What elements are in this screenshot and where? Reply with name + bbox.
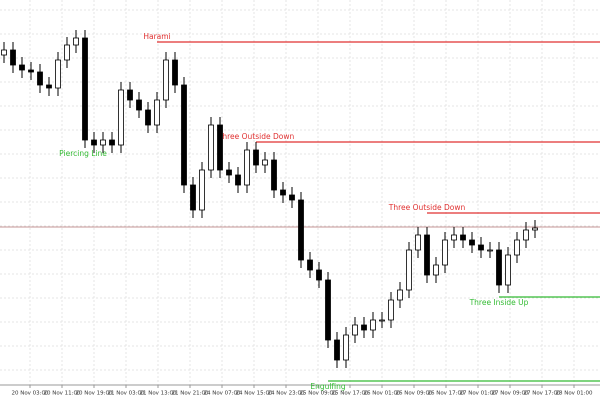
candle-body <box>451 234 457 241</box>
candle-body <box>109 139 115 146</box>
candle-body <box>289 194 295 201</box>
pattern-label: Three Outside Down <box>217 132 295 141</box>
candle-body <box>10 49 16 66</box>
candle-body <box>64 44 70 61</box>
candle-body <box>118 89 124 146</box>
x-tick-label: 20 Nov 19:00 <box>75 391 113 397</box>
candle-body <box>145 109 151 126</box>
candle-body <box>208 124 214 171</box>
candle-body <box>406 249 412 291</box>
candle-body <box>361 324 367 331</box>
x-tick-label: 27 Nov 17:00 <box>523 391 561 397</box>
candle-body <box>316 269 322 281</box>
candle-body <box>91 139 97 146</box>
candle-body <box>181 84 187 186</box>
x-tick-label: 28 Nov 01:00 <box>555 391 593 397</box>
candle-body <box>523 229 529 241</box>
candle-body <box>172 59 178 86</box>
x-tick-label: 25 Nov 17:00 <box>331 391 369 397</box>
x-tick-label: 21 Nov 03:00 <box>107 391 145 397</box>
pattern-label: Three Outside Down <box>388 203 466 212</box>
candle-body <box>532 227 538 231</box>
pattern-label: Harami <box>143 32 170 41</box>
candle-body <box>370 319 376 331</box>
candle-body <box>262 159 268 166</box>
candle-body <box>352 324 358 336</box>
x-tick-label: 21 Nov 13:00 <box>139 391 177 397</box>
candle-body <box>298 199 304 261</box>
candle-body <box>496 249 502 286</box>
candle-body <box>487 249 493 252</box>
candle-body <box>199 169 205 211</box>
candle-body <box>388 299 394 321</box>
candle-body <box>82 37 88 141</box>
candle-body <box>307 259 313 271</box>
x-tick-label: 27 Nov 09:00 <box>491 391 529 397</box>
candle-body <box>28 69 34 73</box>
candle-body <box>379 319 385 322</box>
candle-body <box>460 234 466 241</box>
x-tick-label: 26 Nov 17:00 <box>427 391 465 397</box>
pattern-label: Three Inside Up <box>469 298 529 307</box>
candle-body <box>478 244 484 251</box>
candle-body <box>1 49 7 56</box>
candle-body <box>217 124 223 171</box>
candle-body <box>280 189 286 196</box>
candle-body <box>190 184 196 211</box>
candle-body <box>442 239 448 266</box>
x-tick-label: 20 Nov 03:00 <box>11 391 49 397</box>
candle-body <box>235 174 241 186</box>
candle-body <box>325 279 331 341</box>
x-tick-label: 25 Nov 09:00 <box>299 391 337 397</box>
x-tick-label: 20 Nov 11:00 <box>43 391 81 397</box>
pattern-label: Engulfing <box>310 382 346 391</box>
x-tick-label: 24 Nov 07:00 <box>203 391 241 397</box>
candle-body <box>397 289 403 301</box>
candle-body <box>424 234 430 276</box>
candle-body <box>37 71 43 86</box>
candle-body <box>505 254 511 286</box>
candle-body <box>334 339 340 361</box>
pattern-label: Piercing Line <box>59 149 107 158</box>
candle-body <box>73 37 79 46</box>
x-tick-label: 21 Nov 21:00 <box>171 391 209 397</box>
candle-body <box>163 59 169 101</box>
candle-body <box>253 149 259 166</box>
x-tick-label: 26 Nov 01:00 <box>363 391 401 397</box>
x-tick-label: 26 Nov 09:00 <box>395 391 433 397</box>
candle-body <box>154 99 160 126</box>
candle-body <box>469 239 475 246</box>
candle-body <box>433 264 439 276</box>
candle-body <box>343 334 349 361</box>
candle-body <box>244 149 250 186</box>
candle-body <box>136 99 142 111</box>
x-tick-label: 24 Nov 15:00 <box>235 391 273 397</box>
x-tick-label: 24 Nov 23:00 <box>267 391 305 397</box>
x-tick-label: 27 Nov 01:00 <box>459 391 497 397</box>
candle-body <box>271 159 277 191</box>
candle-body <box>514 239 520 256</box>
candle-body <box>19 64 25 71</box>
candle-body <box>127 89 133 101</box>
candle-body <box>226 169 232 176</box>
candle-body <box>55 59 61 89</box>
candle-body <box>415 234 421 251</box>
candle-body <box>46 84 52 89</box>
candle-body <box>100 139 106 146</box>
